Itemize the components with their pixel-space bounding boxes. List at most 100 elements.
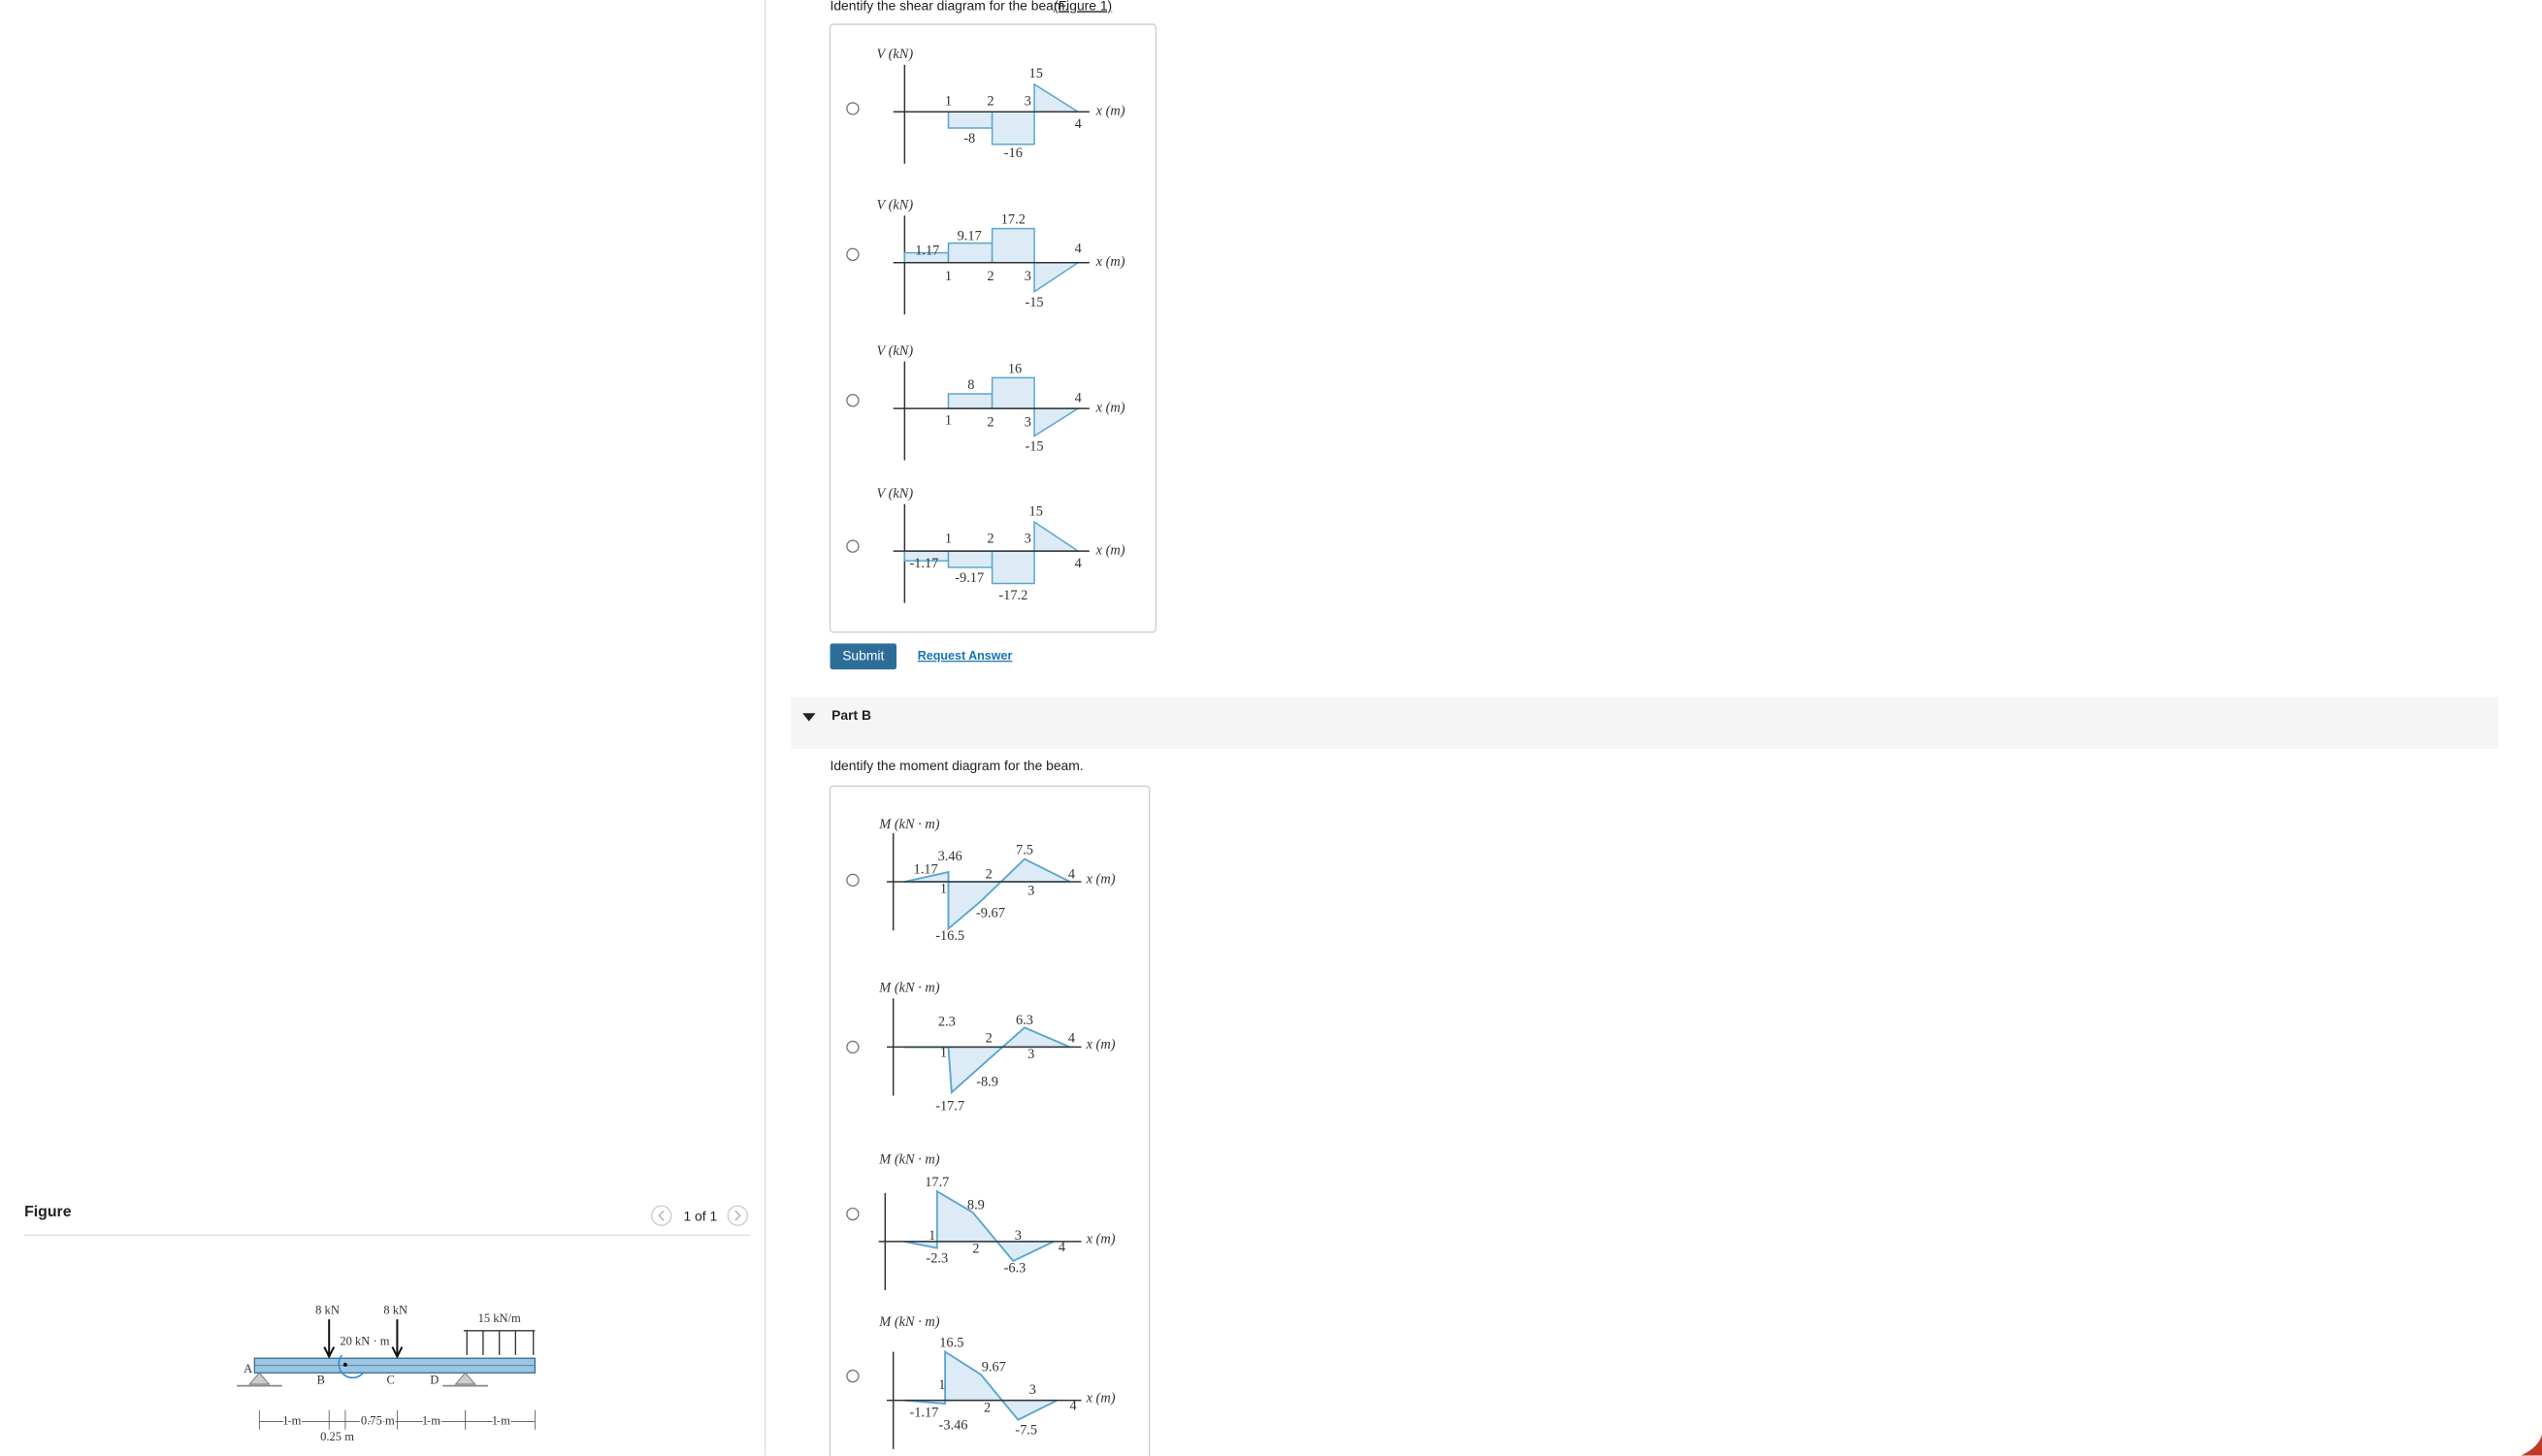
diagram-label: 4	[1075, 242, 1082, 257]
diagram-label: 1.17	[914, 862, 938, 878]
prev-icon	[658, 1210, 665, 1221]
y-axis-label: M (kN · m)	[878, 1314, 939, 1330]
diagram-label: -8	[963, 131, 975, 146]
diagram-label: -1.17	[909, 556, 938, 571]
diagram-label: 2.3	[938, 1015, 956, 1030]
figure-label: 8 kN	[315, 1304, 340, 1317]
figure-label: 20 kN · m	[340, 1334, 389, 1347]
diagram-label: 1	[940, 1045, 947, 1060]
diagram-label: 1	[945, 94, 952, 110]
diagram-label: 3	[1027, 1047, 1034, 1062]
figure-label: 1 m	[492, 1413, 510, 1427]
part-b-title: Part B	[831, 707, 871, 723]
diagram-label: -8.9	[976, 1074, 998, 1089]
diagram-label: 1	[938, 1377, 945, 1393]
submit-label: Submit	[842, 647, 884, 663]
submit-button[interactable]	[830, 643, 897, 670]
diagram-label: 3	[1025, 532, 1031, 547]
diagram-label: 4	[1075, 556, 1082, 571]
next-button[interactable]	[727, 1205, 748, 1226]
shear-shape	[991, 227, 1035, 264]
diagram-label: 17.7	[925, 1175, 949, 1190]
figure-label: D	[430, 1374, 439, 1387]
figure-link[interactable]: (Figure 1)	[1054, 0, 1112, 13]
shear-shape	[991, 376, 1035, 409]
diagram-label: 3	[1025, 269, 1031, 284]
x-axis-label: x (m)	[1086, 1390, 1116, 1406]
pager: 1 of 1	[683, 1209, 717, 1224]
figure-label: 8 kN	[383, 1304, 407, 1317]
diagram-label: 2	[987, 532, 994, 547]
shear-shape	[947, 242, 994, 264]
radio-button[interactable]	[846, 394, 860, 407]
y-axis-label: M (kN · m)	[878, 817, 939, 832]
x-axis-label: x (m)	[1086, 872, 1116, 888]
diagram-label: -6.3	[1004, 1261, 1027, 1277]
radio-button[interactable]	[846, 102, 860, 115]
y-axis-label: V (kN)	[877, 198, 914, 213]
figure-label: 15 kN/m	[478, 1311, 521, 1325]
diagram-label: -17.7	[935, 1099, 964, 1115]
diagram-label: 9.67	[982, 1360, 1006, 1375]
x-axis-label: x (m)	[1086, 1232, 1116, 1247]
diagram-label: -16.5	[935, 928, 964, 944]
diagram-label: 3	[1025, 414, 1031, 430]
moment-question: Identify the moment diagram for the beam…	[831, 758, 1084, 773]
part-b-bar[interactable]	[791, 696, 2498, 749]
diagram-label: 7.5	[1016, 843, 1033, 858]
figure-label: 0.75 m	[361, 1413, 395, 1427]
diagram-label: 2	[986, 867, 993, 883]
radio-button[interactable]	[846, 539, 860, 553]
diagram-label: 16	[1008, 361, 1022, 376]
moment-curve	[904, 857, 1071, 931]
radio-button[interactable]	[846, 873, 860, 887]
diagram-label: 4	[1068, 867, 1075, 883]
figure-label: C	[387, 1374, 395, 1387]
prev-button[interactable]	[651, 1205, 672, 1226]
diagram-label: 1	[929, 1228, 935, 1244]
radio-button[interactable]	[846, 1369, 860, 1383]
diagram-label: 2	[972, 1242, 979, 1257]
diagram-label: 4	[1059, 1240, 1065, 1255]
diagram-label: 2	[986, 1030, 993, 1046]
diagram-label: 2	[987, 269, 994, 284]
diagram-label: 15	[1029, 66, 1043, 81]
moment-curve	[904, 1189, 1055, 1263]
diagram-label: 1	[945, 532, 952, 547]
radio-button[interactable]	[846, 1207, 860, 1221]
diagram-label: 3	[1015, 1228, 1022, 1244]
y-axis-label: M (kN · m)	[878, 1152, 939, 1168]
diagram-label: 3	[1025, 94, 1031, 110]
diagram-label: 16.5	[939, 1335, 963, 1350]
beam-figure	[236, 1319, 537, 1430]
diagram-label: 6.3	[1016, 1013, 1033, 1028]
diagram-label: 1	[945, 413, 952, 429]
collapse-icon	[802, 713, 816, 722]
diagram-label: 4	[1075, 116, 1082, 132]
figure-label: A	[244, 1362, 252, 1375]
diagram-label: 9.17	[958, 228, 982, 243]
diagram-label: -15	[1025, 438, 1043, 454]
diagram-label: -17.2	[998, 588, 1027, 603]
diagram-label: 8	[967, 377, 974, 393]
radio-button[interactable]	[846, 1040, 860, 1054]
diagram-label: 2	[987, 414, 994, 430]
diagram-label: -2.3	[926, 1251, 948, 1267]
radio-button[interactable]	[846, 247, 860, 262]
diagram-label: 1	[945, 269, 952, 284]
diagram-label: -9.17	[955, 570, 984, 586]
diagram-label: -7.5	[1015, 1423, 1037, 1439]
y-axis-label: V (kN)	[877, 47, 914, 62]
diagram-label: 1.17	[915, 243, 939, 258]
x-axis-label: x (m)	[1095, 104, 1125, 119]
diagram-label: 1	[940, 882, 947, 897]
shear-options-box	[829, 23, 1157, 633]
diagram-label: -16	[1004, 146, 1023, 161]
request-answer[interactable]: Request Answer	[918, 649, 1013, 663]
x-axis-label: x (m)	[1095, 542, 1125, 558]
diagram-label: 4	[1070, 1399, 1077, 1414]
next-icon	[734, 1210, 741, 1221]
shear-shape	[947, 111, 994, 129]
y-axis-label: V (kN)	[877, 486, 914, 502]
